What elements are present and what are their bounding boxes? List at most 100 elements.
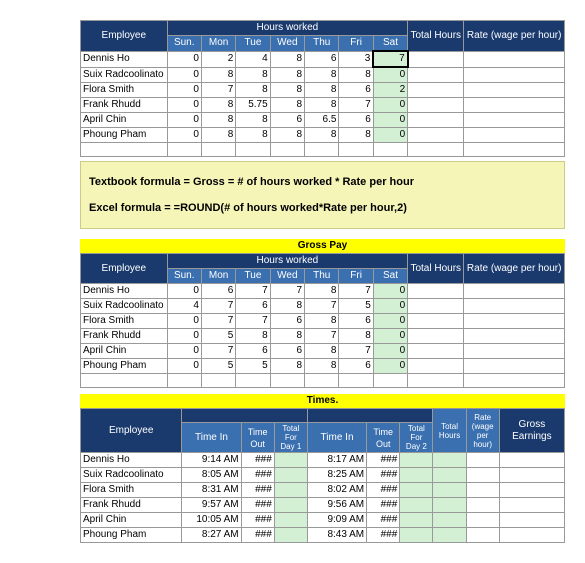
cell-total-hours[interactable] <box>433 498 466 513</box>
cell-value[interactable]: 6.5 <box>305 113 339 128</box>
cell-time-in[interactable]: 9:56 AM <box>307 498 366 513</box>
cell-rate[interactable] <box>466 453 499 468</box>
cell-gross[interactable] <box>499 528 564 543</box>
cell-value[interactable]: 0 <box>167 314 201 329</box>
cell-value[interactable]: 5 <box>339 299 373 314</box>
cell-value[interactable]: 7 <box>201 344 235 359</box>
cell-value[interactable]: 0 <box>167 113 201 128</box>
table-row[interactable]: April Chin10:05 AM###9:09 AM### <box>81 513 565 528</box>
cell-total[interactable] <box>408 128 464 143</box>
cell-value[interactable]: 8 <box>270 98 304 113</box>
cell-time-in[interactable]: 8:02 AM <box>307 483 366 498</box>
cell-value[interactable]: 8 <box>305 284 339 299</box>
cell-rate[interactable] <box>466 513 499 528</box>
cell-value[interactable]: 6 <box>236 344 270 359</box>
cell-time-in[interactable]: 8:17 AM <box>307 453 366 468</box>
cell-gross[interactable] <box>499 483 564 498</box>
cell-value[interactable]: 0 <box>167 359 201 374</box>
cell-total[interactable] <box>408 83 464 98</box>
hours-worked-table-1[interactable]: Employee Hours worked Total Hours Rate (… <box>80 20 565 157</box>
cell-value[interactable]: 8 <box>339 329 373 344</box>
cell-employee[interactable]: Suix Radcoolinato <box>81 67 168 83</box>
cell-employee[interactable]: Phoung Pham <box>81 128 168 143</box>
cell-total-day[interactable] <box>274 483 307 498</box>
cell-value[interactable]: 7 <box>305 329 339 344</box>
cell-value[interactable]: 8 <box>270 359 304 374</box>
cell-value[interactable]: 7 <box>201 299 235 314</box>
cell-total-day[interactable] <box>274 498 307 513</box>
cell-employee[interactable]: Dennis Ho <box>81 284 168 299</box>
cell-value[interactable]: 0 <box>373 128 407 143</box>
cell-value[interactable]: 6 <box>339 314 373 329</box>
cell-value[interactable]: 7 <box>236 284 270 299</box>
cell-value[interactable]: 7 <box>270 284 304 299</box>
table-row[interactable]: Frank Rhudd085.758870 <box>81 98 565 113</box>
cell-rate[interactable] <box>464 128 565 143</box>
cell-value[interactable]: 0 <box>373 329 407 344</box>
cell-value[interactable]: 0 <box>373 113 407 128</box>
cell-value[interactable]: 7 <box>373 51 407 67</box>
cell-value[interactable]: 8 <box>236 329 270 344</box>
cell-total-day[interactable] <box>274 528 307 543</box>
cell-value[interactable]: 8 <box>305 344 339 359</box>
cell-total-day[interactable] <box>400 513 433 528</box>
cell-employee[interactable]: Dennis Ho <box>81 51 168 67</box>
cell-value[interactable]: 8 <box>201 98 235 113</box>
cell-total-day[interactable] <box>274 453 307 468</box>
cell-value[interactable]: 4 <box>236 51 270 67</box>
cell-time-out[interactable]: ### <box>241 468 274 483</box>
cell-value[interactable]: 5 <box>201 329 235 344</box>
cell-value[interactable]: 0 <box>167 128 201 143</box>
cell-total[interactable] <box>408 359 464 374</box>
cell-total[interactable] <box>408 314 464 329</box>
cell-total[interactable] <box>408 51 464 67</box>
cell-value[interactable]: 0 <box>373 98 407 113</box>
cell-total-hours[interactable] <box>433 528 466 543</box>
cell-value[interactable]: 6 <box>270 344 304 359</box>
cell-value[interactable]: 8 <box>236 113 270 128</box>
table-row[interactable]: Suix Radcoolinato4768750 <box>81 299 565 314</box>
cell-total-hours[interactable] <box>433 468 466 483</box>
cell-value[interactable]: 7 <box>339 98 373 113</box>
cell-value[interactable]: 0 <box>167 51 201 67</box>
cell-total-day[interactable] <box>400 498 433 513</box>
table-row[interactable]: Phoung Pham0558860 <box>81 359 565 374</box>
cell-value[interactable]: 8 <box>305 359 339 374</box>
table-row[interactable]: April Chin08866.560 <box>81 113 565 128</box>
cell-time-in[interactable]: 9:57 AM <box>182 498 241 513</box>
cell-value[interactable]: 8 <box>270 67 304 83</box>
cell-employee[interactable]: Suix Radcoolinato <box>81 299 168 314</box>
cell-rate[interactable] <box>464 329 565 344</box>
cell-rate[interactable] <box>464 344 565 359</box>
table-row[interactable]: Phoung Pham0888880 <box>81 128 565 143</box>
table-row[interactable]: Dennis Ho9:14 AM###8:17 AM### <box>81 453 565 468</box>
cell-value[interactable]: 0 <box>373 284 407 299</box>
cell-value[interactable]: 6 <box>270 113 304 128</box>
cell-value[interactable]: 7 <box>305 299 339 314</box>
cell-employee[interactable]: Flora Smith <box>81 83 168 98</box>
cell-total-day[interactable] <box>400 528 433 543</box>
cell-value[interactable]: 6 <box>339 113 373 128</box>
cell-value[interactable]: 7 <box>236 314 270 329</box>
cell-total[interactable] <box>408 299 464 314</box>
cell-time-out[interactable]: ### <box>367 498 400 513</box>
cell-value[interactable]: 8 <box>270 51 304 67</box>
cell-value[interactable]: 6 <box>339 83 373 98</box>
cell-value[interactable]: 0 <box>167 284 201 299</box>
cell-employee[interactable]: Flora Smith <box>81 314 168 329</box>
cell-rate[interactable] <box>464 113 565 128</box>
table-row[interactable]: Flora Smith0776860 <box>81 314 565 329</box>
cell-value[interactable]: 0 <box>167 329 201 344</box>
cell-time-out[interactable]: ### <box>241 513 274 528</box>
table-row[interactable]: Frank Rhudd9:57 AM###9:56 AM### <box>81 498 565 513</box>
cell-value[interactable]: 8 <box>270 128 304 143</box>
cell-total[interactable] <box>408 98 464 113</box>
cell-total-hours[interactable] <box>433 483 466 498</box>
cell-value[interactable]: 8 <box>270 329 304 344</box>
table-row[interactable]: Suix Radcoolinato0888880 <box>81 67 565 83</box>
cell-gross[interactable] <box>499 453 564 468</box>
cell-time-in[interactable]: 8:05 AM <box>182 468 241 483</box>
table-row[interactable]: Flora Smith8:31 AM###8:02 AM### <box>81 483 565 498</box>
cell-value[interactable]: 5 <box>201 359 235 374</box>
cell-value[interactable]: 8 <box>305 98 339 113</box>
